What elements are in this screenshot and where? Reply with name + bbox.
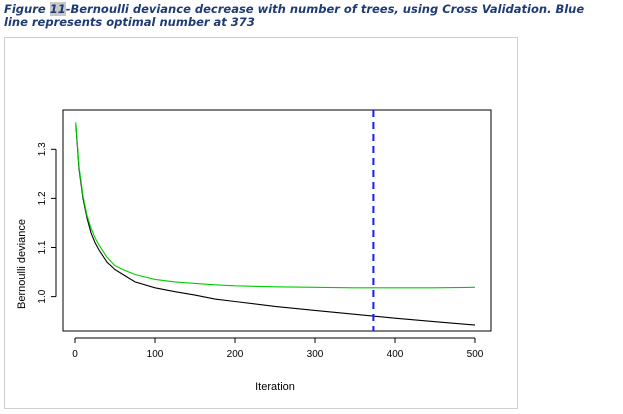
- x-tick-label: 500: [467, 349, 484, 360]
- y-tick-label: 1.3: [37, 142, 48, 156]
- y-tick-label: 1.0: [37, 289, 48, 303]
- caption-text-line2: line represents optimal number at 373: [4, 15, 255, 29]
- y-tick-label: 1.2: [37, 191, 48, 205]
- chart-frame: 0 100 200 300 400 500 1.0 1.1 1.2 1.3 Iteration …: [4, 37, 518, 409]
- caption-text-line1: -Bernoulli deviance decrease with number…: [65, 2, 585, 16]
- figure-label: Figure: [4, 2, 50, 16]
- figure-number: 11: [49, 2, 66, 16]
- y-tick-label: 1.1: [37, 240, 48, 254]
- x-tick-label: 400: [387, 349, 404, 360]
- series-line-green: [75, 122, 476, 289]
- series-layer: [75, 122, 476, 326]
- x-axis-title: Iteration: [255, 381, 295, 393]
- deviance-chart: 0 100 200 300 400 500 1.01.11.21.3 Iteration …: [16, 109, 492, 393]
- series-line-black: [75, 124, 476, 326]
- x-tick-label: 200: [227, 349, 244, 360]
- y-axis: 1.0 1.1 1.2 1.3: [37, 142, 57, 304]
- plot-box: [62, 109, 492, 332]
- x-axis: 0 100 200 300 400 500: [72, 337, 484, 360]
- x-tick-label: 100: [147, 349, 164, 360]
- figure-caption: Figure 11-Bernoulli deviance decrease wi…: [4, 2, 619, 29]
- y-axis-title: Bernoulli deviance: [16, 219, 28, 309]
- x-tick-label: 0: [72, 349, 78, 360]
- x-tick-label: 300: [307, 349, 324, 360]
